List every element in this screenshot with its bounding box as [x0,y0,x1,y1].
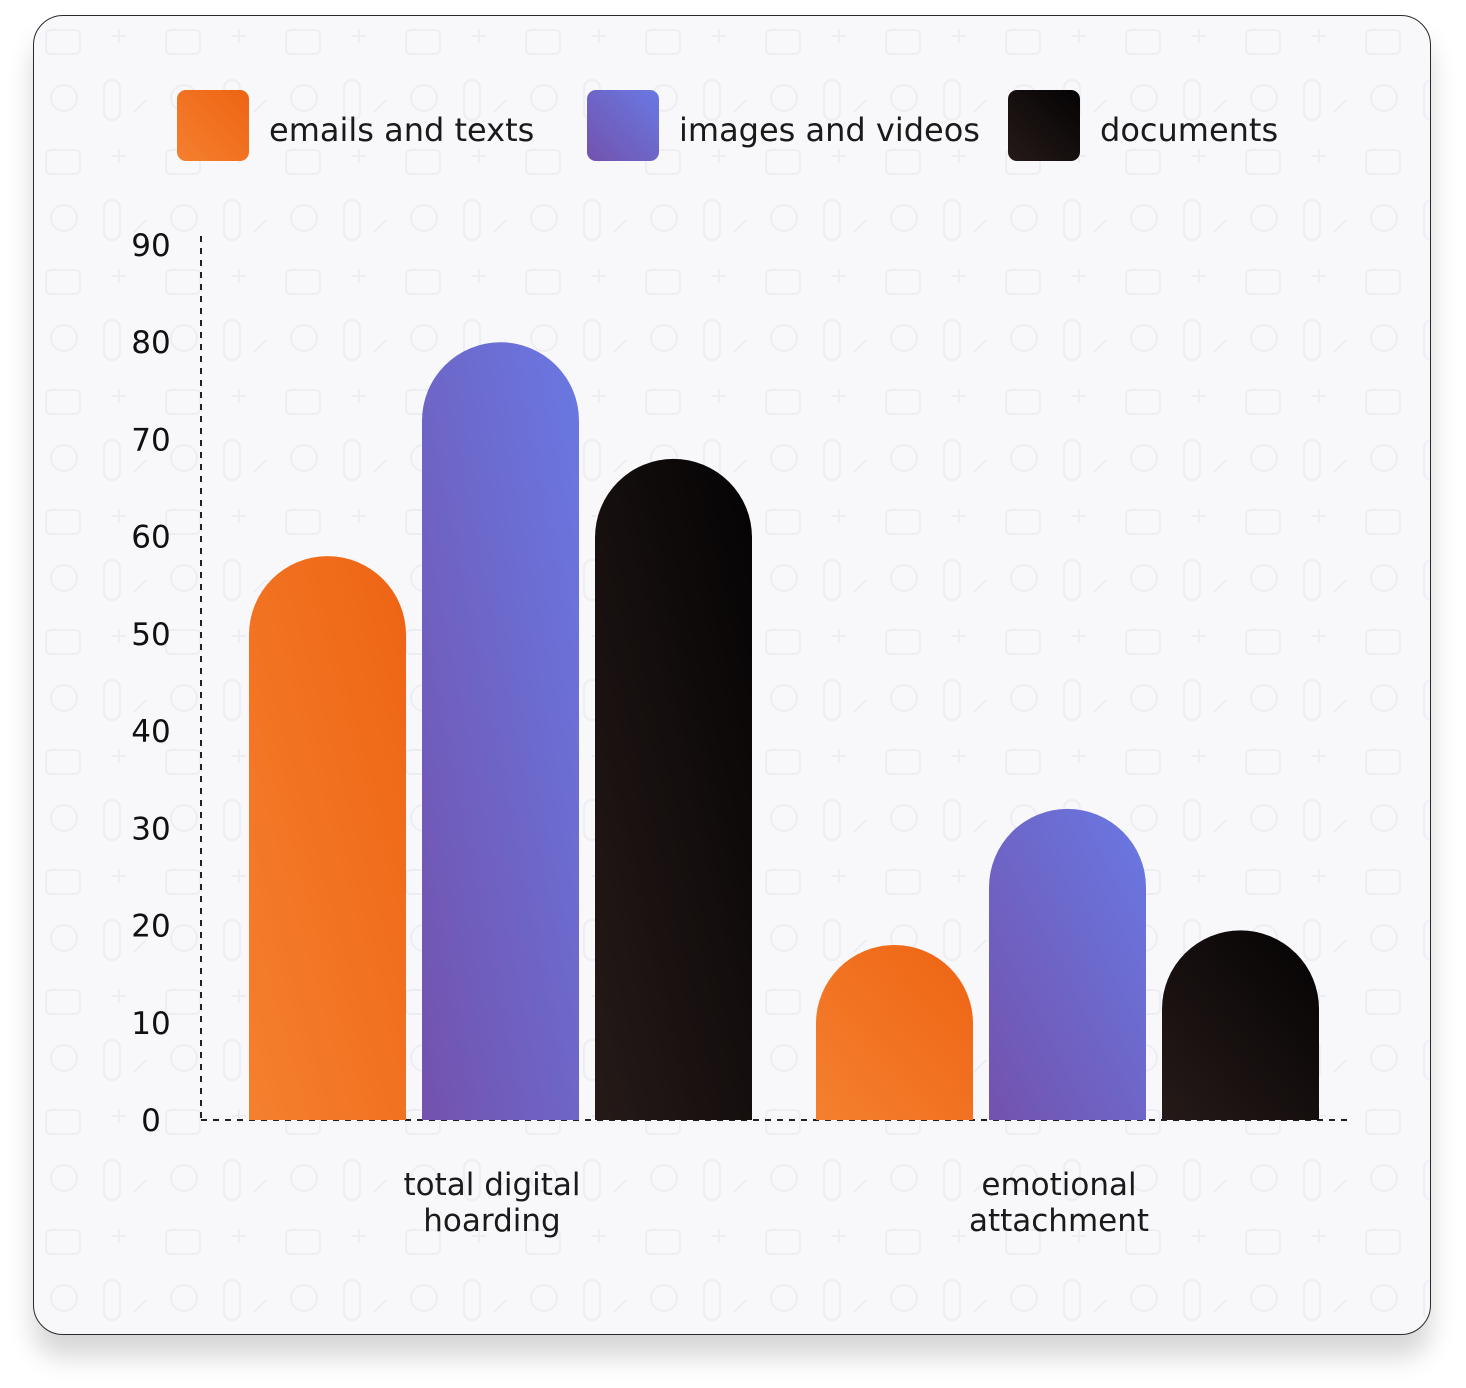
x-category-label: total digital hoarding [403,1167,580,1239]
y-tick-label: 10 [131,1006,170,1042]
y-tick-label: 0 [141,1103,161,1139]
y-tick-label: 60 [131,520,170,556]
legend-swatch-emails-and-texts [177,90,249,161]
bar-documents-emotional-attachment [1162,930,1319,1120]
bars [249,342,1319,1120]
y-tick-label: 40 [131,714,170,750]
y-tick-label: 50 [131,617,170,653]
bar-emails-and-texts-emotional-attachment [816,945,973,1120]
y-tick-labels: 0 10 20 30 40 50 60 70 80 90 [131,228,170,1139]
x-category-labels: total digital hoarding emotional attachment [403,1167,1149,1239]
y-tick-label: 90 [131,228,170,264]
axes [200,236,1351,1121]
bar-documents-total-digital-hoarding [595,458,752,1120]
legend-swatch-images-and-videos [587,90,659,161]
chart-card: emails and texts images and videos documen… [33,15,1431,1335]
bar-images-and-videos-emotional-attachment [989,808,1146,1120]
bar-images-and-videos-total-digital-hoarding [422,342,579,1120]
bar-emails-and-texts-total-digital-hoarding [249,556,406,1120]
legend-label-documents: documents [1100,111,1278,149]
legend-label-images-and-videos: images and videos [679,111,980,149]
y-tick-label: 30 [131,811,170,847]
legend-swatch-documents [1008,90,1080,161]
y-tick-label: 80 [131,325,170,361]
x-category-label: emotional attachment [969,1167,1149,1239]
legend: emails and texts images and videos documen… [177,90,1278,161]
y-tick-label: 20 [131,909,170,945]
bar-chart: emails and texts images and videos documen… [34,16,1430,1334]
y-tick-label: 70 [131,422,170,458]
legend-label-emails-and-texts: emails and texts [269,111,534,149]
